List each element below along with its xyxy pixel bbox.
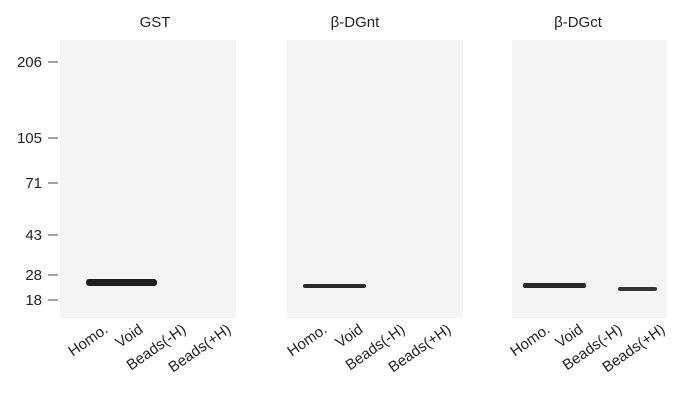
panel-title: β-DGnt <box>331 14 380 31</box>
marker-label: 206 <box>17 54 42 71</box>
marker-label: 43 <box>25 227 42 244</box>
marker-label: 105 <box>17 130 42 147</box>
panel-title: GST <box>140 14 171 31</box>
marker-label: 71 <box>25 175 42 192</box>
panel-title: β-DGct <box>554 14 603 31</box>
band <box>618 287 657 291</box>
membrane <box>512 40 667 318</box>
marker-label: 18 <box>25 292 42 309</box>
band <box>86 279 157 286</box>
membrane <box>60 40 236 318</box>
band <box>523 283 586 288</box>
marker-label: 28 <box>25 267 42 284</box>
band <box>303 284 366 288</box>
membrane <box>287 40 463 318</box>
blot-figure: 20610571432818 GSTHomo.VoidBeads(-H)Bead… <box>0 0 675 396</box>
